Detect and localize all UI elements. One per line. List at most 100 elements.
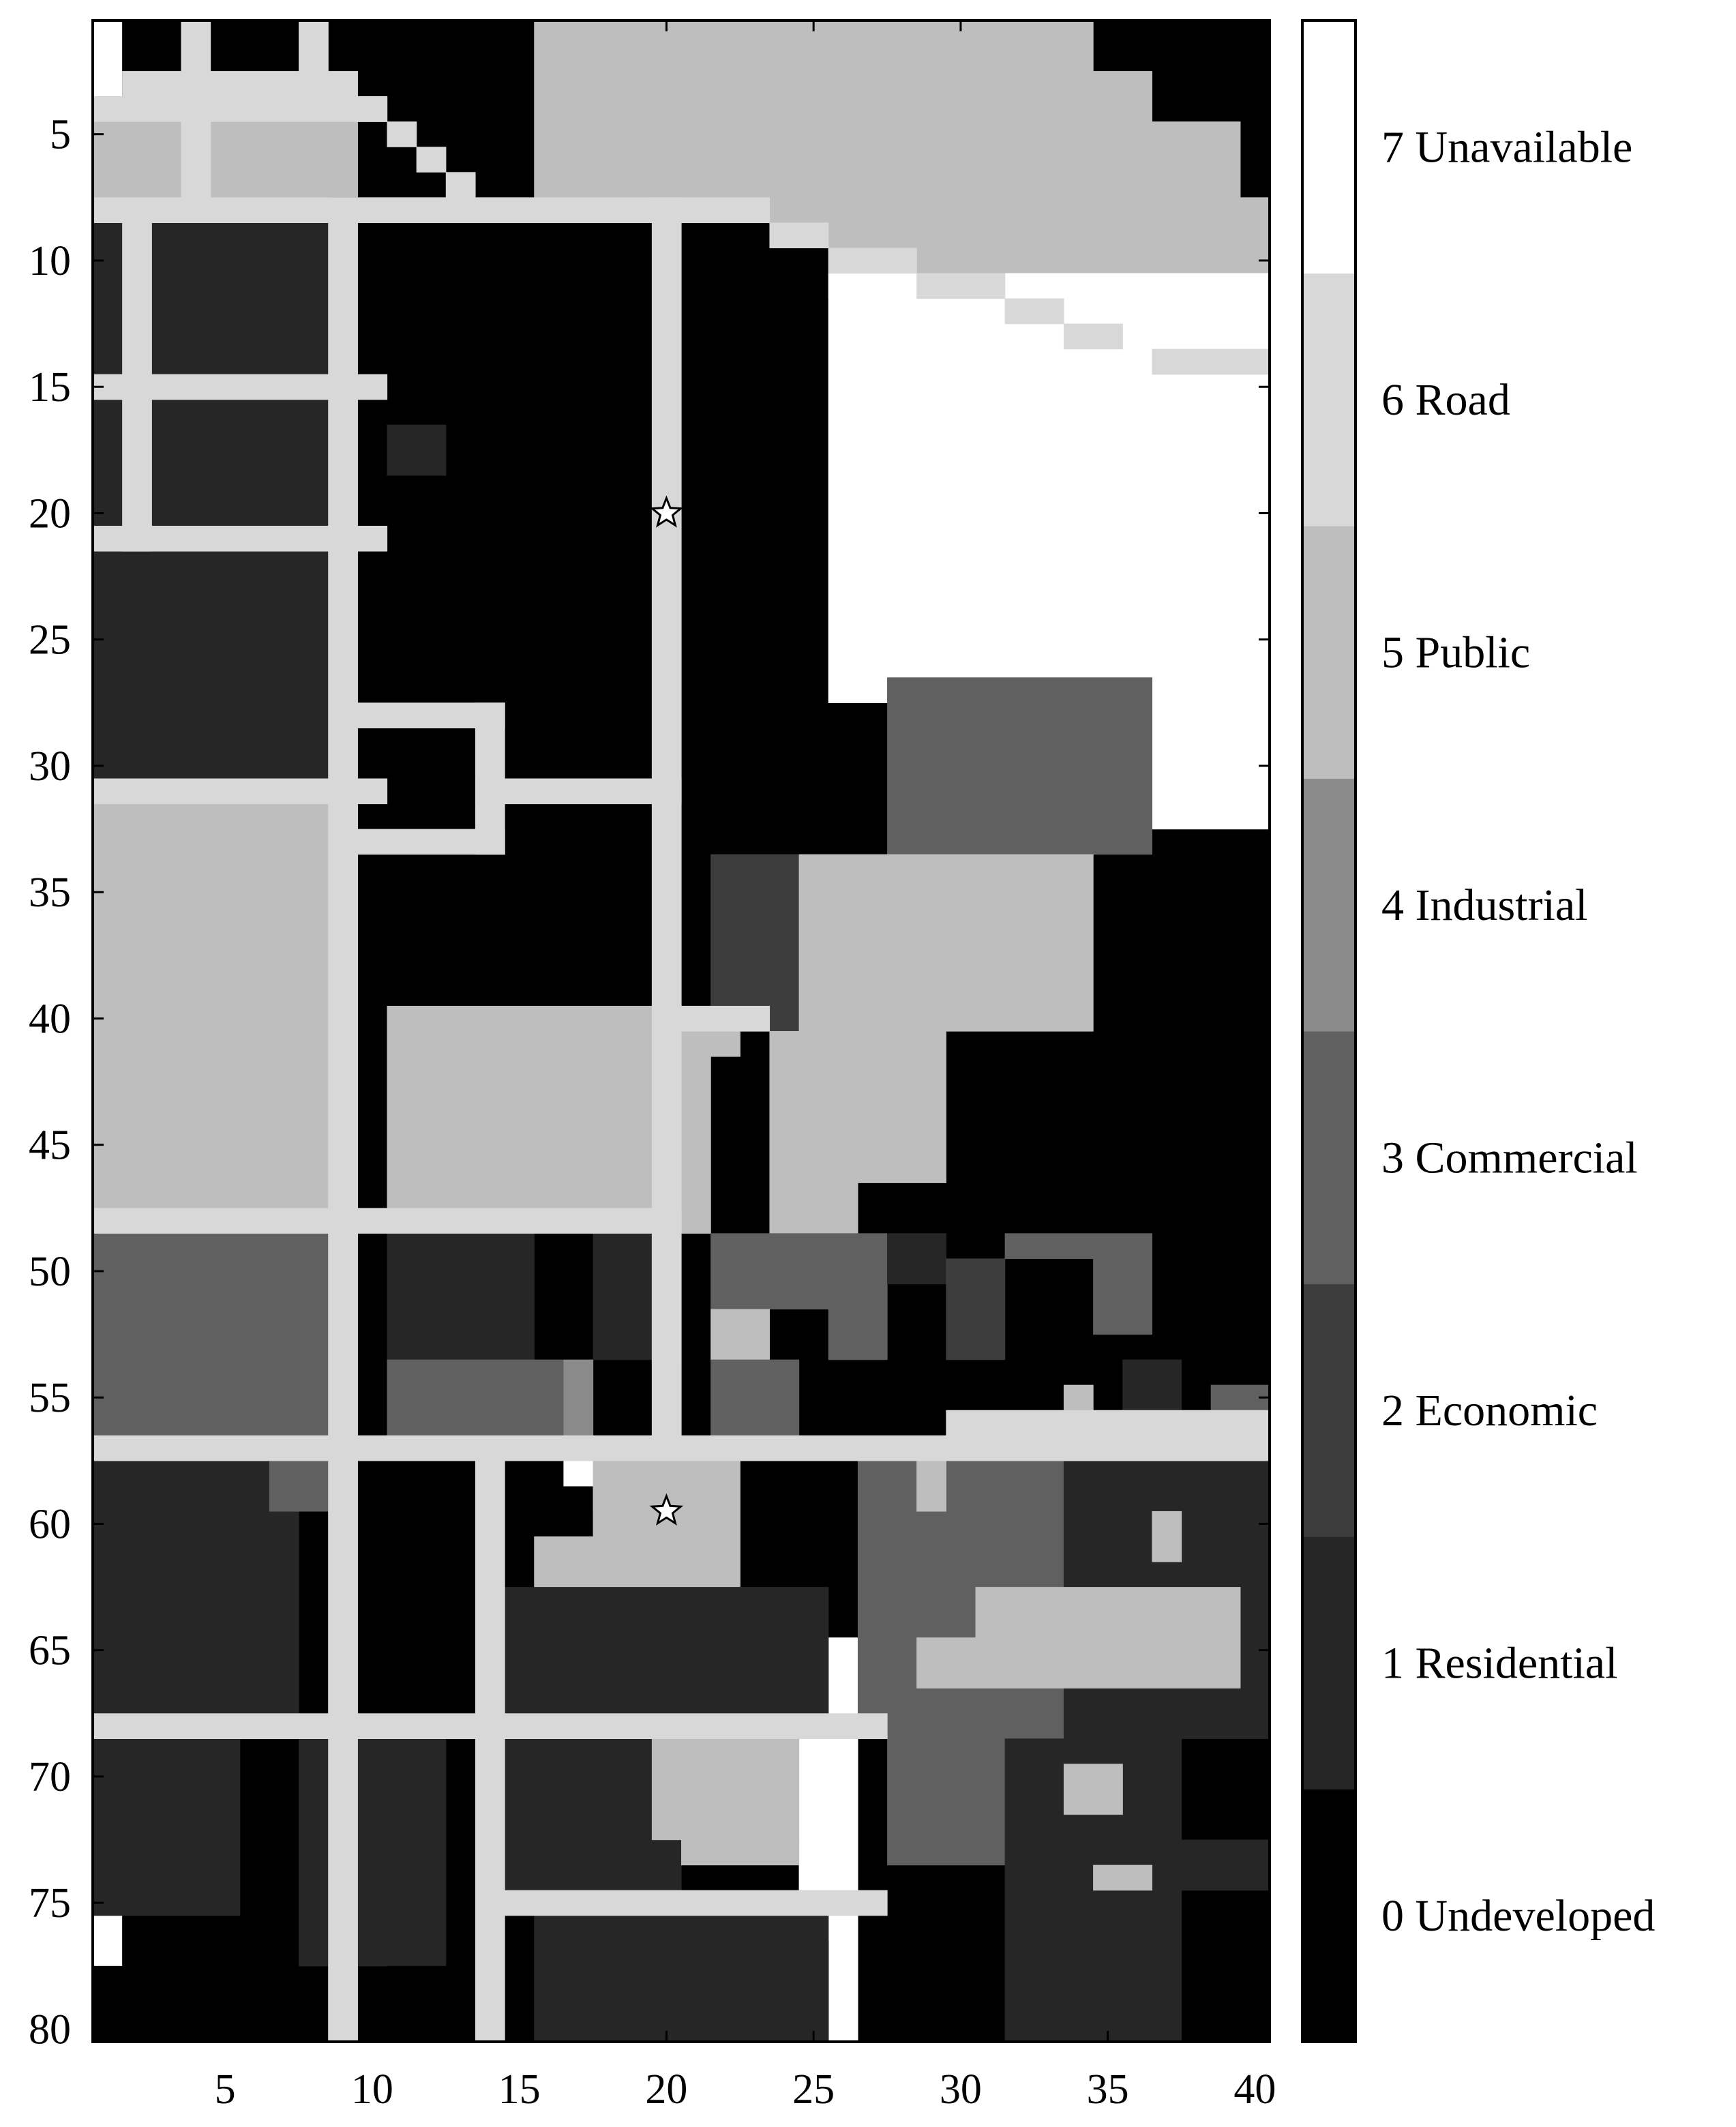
map-cell (387, 424, 447, 476)
map-cell (563, 1359, 594, 1436)
map-cell (1063, 1764, 1123, 1815)
map-cell (1063, 323, 1123, 350)
y-tick-label: 75 (29, 1880, 71, 1927)
y-tick-label: 35 (29, 869, 71, 916)
map-cell (357, 96, 388, 122)
map-cell (887, 1738, 1006, 1866)
map-cell (93, 197, 711, 223)
y-tick-label: 40 (29, 996, 71, 1042)
x-tick-label: 15 (498, 2066, 541, 2113)
y-tick-label: 25 (29, 617, 71, 664)
x-tick-label: 5 (215, 2066, 236, 2113)
colorbar-swatch (1302, 1536, 1356, 1790)
map-cell (916, 1637, 976, 1689)
map-cell (887, 1233, 946, 1285)
map-cell (122, 222, 152, 552)
map-grid-cells (93, 20, 1270, 2042)
map-cell (122, 71, 329, 97)
x-tick-label: 25 (792, 2066, 835, 2113)
map-cell (181, 20, 211, 223)
map-cell (1004, 1915, 1182, 2042)
map-cell (534, 20, 711, 223)
map-cell (475, 1460, 505, 2042)
map-cell (710, 1031, 740, 1057)
map-cell (93, 1233, 358, 1436)
map-cell (1093, 1864, 1152, 1891)
map-cell (946, 1258, 1006, 1360)
map-cell (828, 1233, 888, 1360)
x-axis: 5 10 15 20 25 30 35 40 (215, 20, 1276, 2113)
map-cell (534, 1940, 829, 2042)
y-tick-label: 65 (29, 1628, 71, 1674)
map-cell (269, 1460, 329, 1512)
y-tick-label: 5 (50, 112, 71, 158)
y-tick-label: 50 (29, 1249, 71, 1295)
map-cell (387, 1965, 476, 2042)
plot-frame (91, 19, 1271, 2043)
map-cell (710, 1359, 800, 1436)
map-markers (649, 495, 684, 1526)
map-cell (93, 222, 123, 400)
map-cell (651, 197, 682, 1461)
colorbar-label: 6 Road (1381, 375, 1510, 425)
colorbar-label: 4 Industrial (1381, 880, 1587, 930)
map-cell (505, 1890, 888, 1916)
y-tick-label: 60 (29, 1501, 71, 1547)
y-tick-label: 10 (29, 238, 71, 284)
y-tick-label: 30 (29, 743, 71, 790)
map-cell (681, 1005, 770, 1032)
colorbar-frame (1301, 19, 1357, 2043)
y-tick-label: 55 (29, 1375, 71, 1421)
map-cell (416, 147, 447, 173)
colorbar-swatch (1302, 20, 1356, 274)
map-cell (299, 20, 329, 72)
map-cell (681, 1839, 800, 1866)
y-tick-label: 20 (29, 490, 71, 537)
colorbar-label: 0 Undeveloped (1381, 1891, 1655, 1941)
y-axis: 5 10 15 20 25 30 35 40 45 50 55 60 65 70 75 80 (29, 112, 1270, 2053)
map-cell (828, 248, 917, 274)
map-cell (475, 778, 682, 805)
map-cell (710, 20, 1094, 223)
x-tick-label: 40 (1233, 2066, 1276, 2113)
colorbar: 0 Undeveloped 1 Residential 2 Economic 3 Co… (1301, 19, 1655, 2043)
colorbar-label: 1 Residential (1381, 1638, 1617, 1688)
map-cell (445, 172, 476, 198)
y-tick-label: 15 (29, 364, 71, 411)
map-cell (710, 1233, 829, 1310)
map-cell (887, 677, 1152, 855)
map-cell (798, 854, 1094, 1032)
map-cell (93, 1713, 888, 1739)
colorbar-label: 5 Public (1381, 627, 1530, 677)
map-cell (93, 803, 358, 1234)
map-cell (916, 1460, 946, 1512)
colorbar-swatch (1302, 1283, 1356, 1537)
map-cell (93, 1738, 241, 1916)
colorbar-label: 3 Commercial (1381, 1133, 1638, 1183)
map-cell (916, 273, 1006, 299)
map-cell (1181, 1839, 1270, 1891)
map-cell (710, 197, 770, 223)
map-cell (299, 1738, 447, 1967)
map-cell (93, 778, 388, 805)
y-tick-label: 45 (29, 1122, 71, 1169)
map-cell (151, 374, 358, 552)
map-cell (769, 1183, 858, 1234)
map-cell (387, 1359, 564, 1436)
map-cell (1004, 1233, 1152, 1260)
y-tick-label: 80 (29, 2006, 71, 2053)
colorbar-swatch (1302, 1789, 1356, 2042)
colorbar-swatch (1302, 273, 1356, 526)
map-cell (563, 1460, 594, 1487)
map-cell (710, 854, 800, 1032)
colorbar-label: 2 Economic (1381, 1386, 1598, 1436)
map-cell (534, 1915, 653, 1942)
map-cell (93, 1965, 299, 2042)
map-cell (946, 1410, 1270, 1436)
colorbar-swatch (1302, 1031, 1356, 1285)
map-cell (151, 222, 358, 400)
star-marker (649, 1493, 684, 1526)
map-cell (93, 1435, 1270, 1461)
map-cell (975, 1587, 1241, 1689)
